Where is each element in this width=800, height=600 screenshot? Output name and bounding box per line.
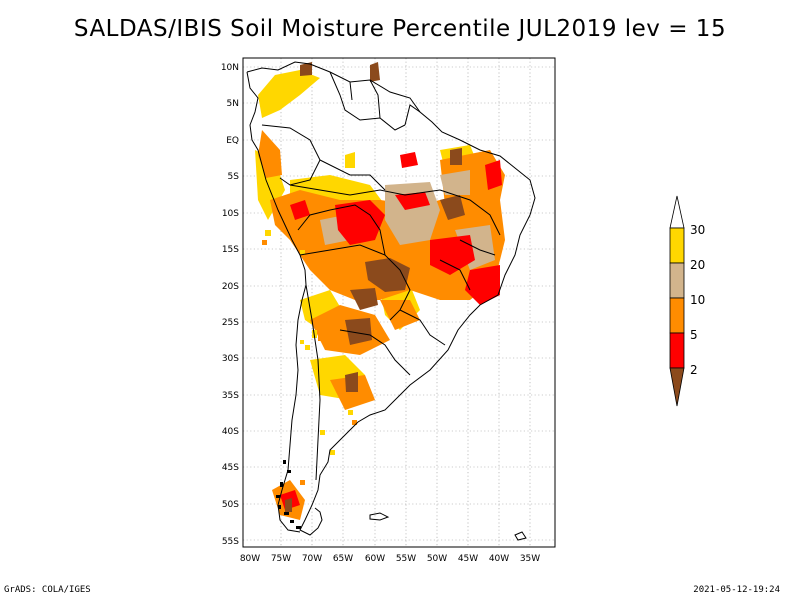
lat-label: 5N <box>227 99 239 109</box>
lat-label: 50S <box>222 500 239 510</box>
lat-label: 25S <box>222 318 239 328</box>
colorbar-label: 2 <box>690 363 698 377</box>
colorbar-10-20 <box>669 262 685 299</box>
lat-label: 40S <box>222 427 239 437</box>
lat-label: 55S <box>222 537 239 547</box>
lon-label: 80W <box>240 554 260 564</box>
lat-label: 20S <box>222 282 239 292</box>
colorbar: 30 20 10 5 2 <box>669 195 705 407</box>
lon-label: 55W <box>396 554 416 564</box>
fjord-coast <box>276 460 301 529</box>
colorbar-label: 20 <box>690 258 705 272</box>
lon-label: 50W <box>427 554 447 564</box>
coastlines <box>246 61 536 541</box>
lon-labels: 80W 75W 70W 65W 60W 55W 50W 45W 40W 35W <box>240 554 540 564</box>
lon-label: 65W <box>333 554 353 564</box>
map-panel <box>242 57 556 548</box>
lon-label: 40W <box>489 554 509 564</box>
lat-label: 15S <box>222 245 239 255</box>
colorbar-label: 10 <box>690 293 705 307</box>
colorbar-label: 30 <box>690 223 705 237</box>
lat-label: 5S <box>228 172 240 182</box>
lat-label: 35S <box>222 391 239 401</box>
lat-label: 30S <box>222 354 239 364</box>
lon-label: 45W <box>458 554 478 564</box>
lon-label: 60W <box>365 554 385 564</box>
lat-label: 45S <box>222 463 239 473</box>
colorbar-2-5 <box>669 332 685 369</box>
colorbar-5-10 <box>669 297 685 334</box>
lat-label: EQ <box>226 136 239 146</box>
footer-credit: GrADS: COLA/IGES <box>4 585 91 595</box>
lon-label: 35W <box>520 554 540 564</box>
lat-labels: 10N 5N EQ 5S 10S 15S 20S 25S 30S 35S 40S… <box>221 63 239 547</box>
lon-label: 75W <box>271 554 291 564</box>
colorbar-label: 5 <box>690 328 698 342</box>
lat-label: 10S <box>222 209 239 219</box>
colorbar-top-triangle <box>669 195 685 229</box>
map-frame <box>242 57 556 548</box>
map-title: SALDAS/IBIS Soil Moisture Percentile JUL… <box>73 16 727 42</box>
lon-label: 70W <box>302 554 322 564</box>
colorbar-20-30 <box>669 227 685 264</box>
colorbar-bottom-triangle <box>669 367 685 407</box>
footer-timestamp: 2021-05-12-19:24 <box>693 585 780 595</box>
lat-label: 10N <box>221 63 239 73</box>
